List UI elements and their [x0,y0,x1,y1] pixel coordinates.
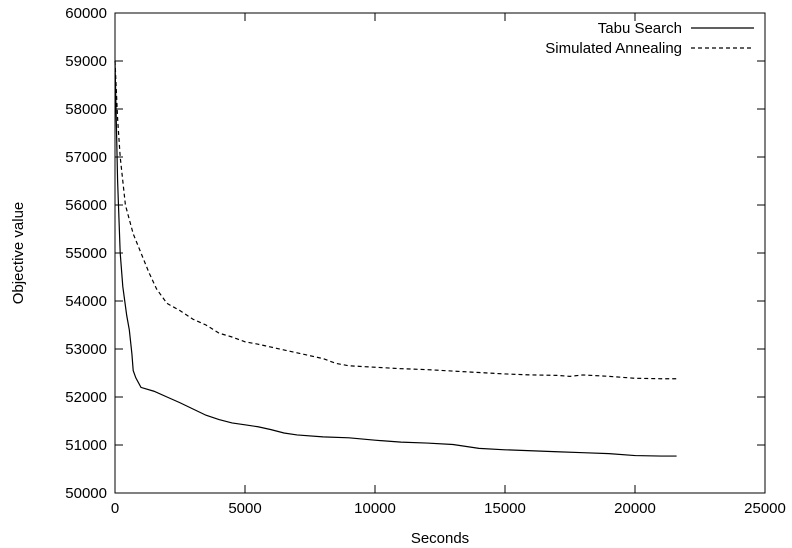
x-tick-label: 5000 [228,500,261,517]
y-tick-label: 52000 [65,389,107,406]
legend: Tabu Search Simulated Annealing [545,20,754,57]
y-tick-label: 60000 [65,5,107,22]
legend-label: Tabu Search [598,20,682,37]
x-tick-label: 25000 [744,500,786,517]
y-tick-label: 58000 [65,101,107,118]
y-tick-label: 57000 [65,149,107,166]
y-tick-label: 53000 [65,341,107,358]
x-tick-label: 15000 [484,500,526,517]
series-layer [114,60,677,457]
series-line [114,60,677,380]
axis-ticks: 0 5000 10000 15000 20000 25000 50000 51000 52000… [65,5,786,517]
x-tick-label: 0 [111,500,119,517]
y-tick-label: 56000 [65,197,107,214]
y-tick-label: 54000 [65,293,107,310]
plot-frame [114,12,766,494]
x-tick-label: 20000 [614,500,656,517]
y-tick-label: 51000 [65,437,107,454]
series-line [114,60,677,457]
x-axis-label: Seconds [411,530,469,547]
x-tick-label: 10000 [354,500,396,517]
y-tick-label: 55000 [65,245,107,262]
y-tick-label: 50000 [65,485,107,502]
legend-label: Simulated Annealing [545,40,682,57]
y-axis-label: Objective value [10,202,27,305]
y-tick-label: 59000 [65,53,107,70]
